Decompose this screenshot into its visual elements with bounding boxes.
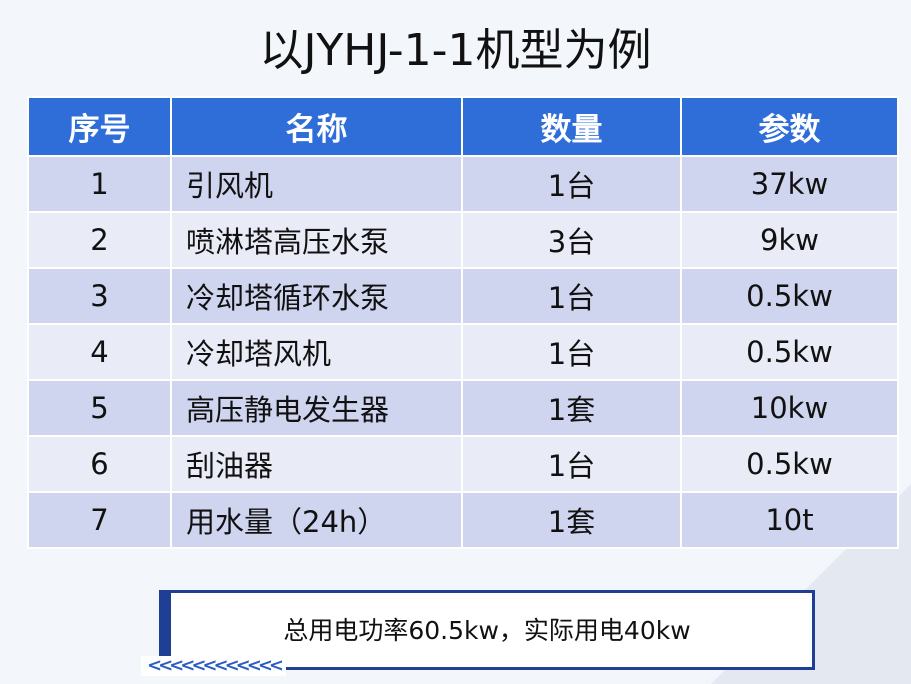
cell-name: 用水量（24h） [170,491,463,549]
cell-qty: 1台 [461,155,682,213]
cell-name: 冷却塔循环水泵 [170,267,463,325]
cell-name: 喷淋塔高压水泵 [170,211,463,269]
table-row: 4 冷却塔风机 1台 0.5kw [27,323,899,381]
cell-no: 1 [27,155,172,213]
cell-qty: 1台 [461,267,682,325]
table-row: 7 用水量（24h） 1套 10t [27,491,899,549]
cell-name: 引风机 [170,155,463,213]
cell-param: 10kw [680,379,899,437]
table-row: 6 刮油器 1台 0.5kw [27,435,899,493]
header-no: 序号 [27,96,172,157]
cell-param: 0.5kw [680,267,899,325]
header-qty: 数量 [461,96,682,157]
table-row: 3 冷却塔循环水泵 1台 0.5kw [27,267,899,325]
cell-no: 7 [27,491,172,549]
cell-qty: 3台 [461,211,682,269]
cell-param: 10t [680,491,899,549]
cell-qty: 1台 [461,435,682,493]
cell-no: 3 [27,267,172,325]
cell-no: 6 [27,435,172,493]
cell-param: 37kw [680,155,899,213]
chevron-decoration-icon: <<<<<<<<<<<< [141,656,286,676]
table-row: 5 高压静电发生器 1套 10kw [27,379,899,437]
cell-no: 2 [27,211,172,269]
summary-text: 总用电功率60.5kw，实际用电40kw [283,616,691,645]
spec-table: 序号 名称 数量 参数 1 引风机 1台 37kw 2 喷淋塔高压水泵 3台 9… [27,96,899,549]
cell-param: 9kw [680,211,899,269]
cell-param: 0.5kw [680,323,899,381]
cell-name: 刮油器 [170,435,463,493]
cell-qty: 1台 [461,323,682,381]
cell-name: 冷却塔风机 [170,323,463,381]
cell-name: 高压静电发生器 [170,379,463,437]
cell-qty: 1套 [461,379,682,437]
page-title: 以JYHJ-1-1机型为例 [259,25,652,76]
cell-qty: 1套 [461,491,682,549]
cell-no: 4 [27,323,172,381]
table-row: 1 引风机 1台 37kw [27,155,899,213]
cell-param: 0.5kw [680,435,899,493]
header-name: 名称 [170,96,463,157]
table-row: 2 喷淋塔高压水泵 3台 9kw [27,211,899,269]
table-header-row: 序号 名称 数量 参数 [27,96,899,157]
cell-no: 5 [27,379,172,437]
header-param: 参数 [680,96,899,157]
